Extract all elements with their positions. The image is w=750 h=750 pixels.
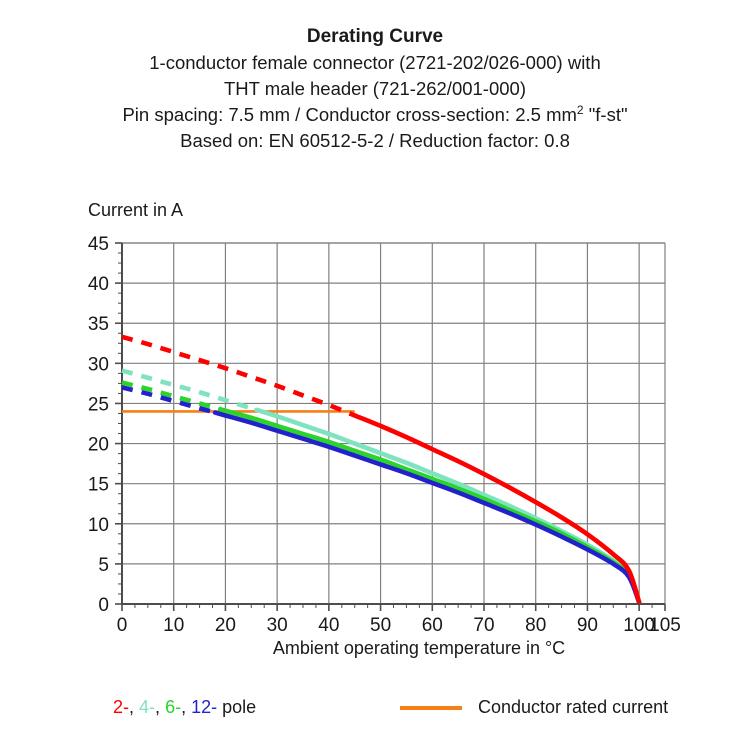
series-line-dashed: [121, 380, 221, 412]
chart-title: Derating Curve: [306, 26, 444, 47]
chart-subtitle-line-2: THT male header (721-262/001-000): [224, 78, 526, 99]
x-tick-label: 90: [577, 615, 598, 636]
legend-rated-current: Conductor rated current: [400, 697, 668, 718]
y-tick-label: 10: [88, 515, 109, 536]
series-line-solid: [352, 413, 642, 605]
series-line-solid: [212, 410, 642, 605]
square-exponent: 2: [576, 102, 584, 117]
legend-item-6-pole: 6-: [165, 697, 182, 717]
y-tick-label: 25: [88, 394, 109, 415]
legend-separator-2: ,: [155, 697, 166, 717]
ticks: [115, 242, 666, 611]
chart-title-block: Derating Curve 1-conductor female connec…: [0, 24, 750, 154]
x-tick-label: 50: [370, 615, 391, 636]
legend-separator-1: ,: [129, 697, 140, 717]
legend-item-12-pole: 12-: [191, 697, 218, 717]
legend-rated-current-label: Conductor rated current: [478, 697, 669, 717]
x-tick-label: 10: [163, 615, 184, 636]
legend-item-2-pole: 2-: [113, 697, 130, 717]
pin-spacing-text: Pin spacing: 7.5 mm / Conductor cross-se…: [122, 104, 577, 125]
legend-separator-3: ,: [181, 697, 192, 717]
y-tick-label: 0: [98, 595, 109, 616]
series-line-dashed: [121, 385, 216, 415]
x-tick-label: 70: [473, 615, 494, 636]
series-line-dashed: [121, 368, 258, 413]
x-tick-label: 105: [649, 615, 681, 636]
y-tick-label: 40: [88, 274, 109, 295]
chart-legend: 2-, 4-, 6-, 12- pole Conductor rated cur…: [0, 697, 750, 731]
legend-pole-series: 2-, 4-, 6-, 12- pole: [113, 697, 256, 718]
x-axis-title: Ambient operating temperature in °C: [272, 638, 566, 658]
chart-subtitle-line-1: 1-conductor female connector (2721-202/0…: [149, 52, 601, 73]
chart-subtitle-line-4: Based on: EN 60512-5-2 / Reduction facto…: [180, 130, 570, 151]
x-tick-label: 0: [117, 615, 128, 636]
x-tick-label: 20: [215, 615, 236, 636]
series-line-dashed: [121, 334, 356, 418]
x-tick-label: 60: [422, 615, 443, 636]
x-tick-label: 30: [267, 615, 288, 636]
rated-current-line-swatch: [400, 705, 462, 710]
series-group: [121, 334, 642, 605]
legend-pole-word: pole: [217, 697, 257, 717]
y-tick-label: 15: [88, 475, 109, 496]
f-st-text: "f-st": [583, 104, 628, 125]
y-tick-label: 5: [98, 555, 109, 576]
y-axis-title: Current in A: [88, 200, 184, 220]
y-tick-label: 35: [88, 314, 109, 335]
chart-subtitle-line-3: Pin spacing: 7.5 mm / Conductor cross-se…: [0, 102, 750, 128]
x-tick-label: 80: [525, 615, 546, 636]
x-tick-label: 100: [623, 615, 655, 636]
x-tick-label: 40: [318, 615, 339, 636]
y-tick-label: 30: [88, 354, 109, 375]
y-tick-label: 45: [88, 234, 109, 255]
y-tick-label: 20: [88, 435, 109, 456]
legend-item-4-pole: 4-: [139, 697, 156, 717]
